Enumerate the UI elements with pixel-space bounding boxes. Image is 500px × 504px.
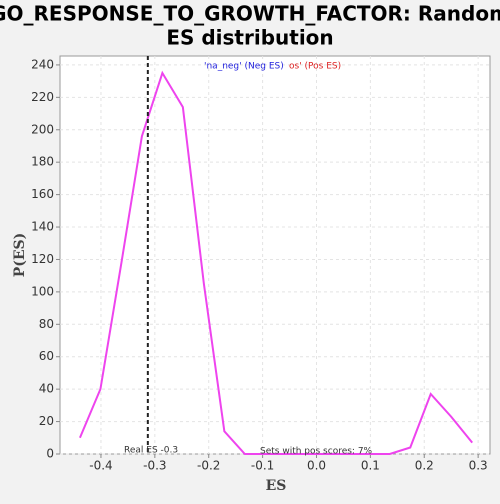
y-tick-label: 20 — [39, 414, 54, 428]
y-tick-label: 180 — [31, 155, 54, 169]
y-tick-label: 60 — [39, 349, 54, 363]
es-line — [79, 70, 473, 455]
legend-label: 'na_neg' (Neg ES) — [204, 62, 284, 72]
chart-subtitle: ES distribution — [166, 26, 333, 50]
y-tick-label: 40 — [39, 382, 54, 396]
x-tick-label: 0.2 — [415, 459, 434, 473]
y-tick-label: 100 — [31, 284, 54, 298]
legend-label: os' (Pos ES) — [289, 62, 341, 72]
y-tick-label: 220 — [31, 90, 54, 104]
plot-area — [59, 55, 491, 455]
x-tick-label: -0.4 — [89, 459, 112, 473]
y-tick-label: 120 — [31, 252, 54, 266]
annotation: Real ES -0.3 — [124, 446, 178, 456]
x-tick-label: -0.3 — [143, 459, 166, 473]
annotation: Sets with pos scores: 7% — [260, 447, 373, 457]
x-tick-label: -0.2 — [197, 459, 220, 473]
y-axis-label: P(ES) — [12, 233, 28, 278]
y-tick-label: 0 — [46, 447, 54, 461]
x-tick-label: 0.3 — [469, 459, 488, 473]
x-tick-label: 0.0 — [307, 459, 326, 473]
y-tick-label: 240 — [31, 57, 54, 71]
y-tick-label: 200 — [31, 122, 54, 136]
y-tick-label: 160 — [31, 187, 54, 201]
x-tick-label: -0.1 — [251, 459, 274, 473]
x-tick-label: 0.1 — [361, 459, 380, 473]
y-tick-label: 140 — [31, 220, 54, 234]
chart-title: GO_RESPONSE_TO_GROWTH_FACTOR: Random — [0, 2, 500, 26]
x-axis-label: ES — [266, 478, 287, 494]
y-tick-label: 80 — [39, 317, 54, 331]
